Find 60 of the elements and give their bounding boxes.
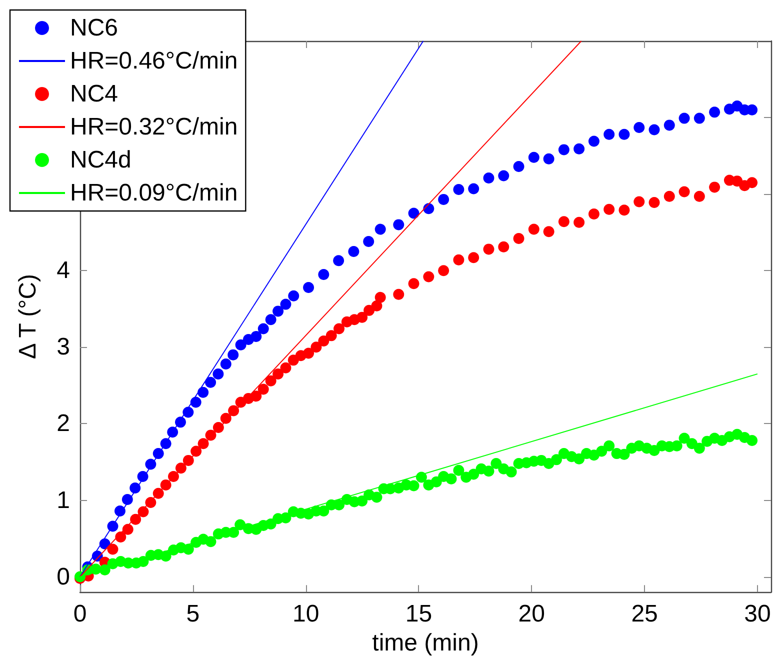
x-tick-label: 10 [292, 600, 320, 628]
point [483, 172, 494, 184]
x-tick-label: 20 [518, 600, 545, 628]
legend-label: NC6 [70, 14, 118, 42]
x-tick-label: 25 [631, 600, 658, 628]
point [122, 494, 133, 505]
point [664, 120, 675, 131]
point [543, 153, 554, 164]
point [634, 122, 645, 133]
point [303, 282, 314, 293]
point [408, 208, 420, 219]
point [453, 184, 464, 195]
point [588, 136, 600, 147]
y-tick-label: 1 [56, 486, 70, 514]
point [746, 104, 758, 116]
x-tick-label: 30 [744, 600, 771, 628]
x-tick-label: 5 [186, 600, 200, 628]
point [205, 376, 216, 388]
legend-label: HR=0.09°C/min [70, 180, 238, 206]
x-axis-title: time (min) [372, 630, 479, 656]
point [709, 106, 720, 118]
point [318, 268, 330, 280]
point [333, 255, 344, 266]
point [574, 143, 585, 154]
point [258, 323, 269, 334]
y-tick-label: 4 [56, 257, 70, 284]
point [604, 128, 615, 140]
point [198, 386, 209, 398]
point [438, 194, 450, 205]
point [558, 144, 570, 156]
point [694, 112, 705, 124]
legend-label: NC4d [70, 146, 132, 174]
point [513, 161, 524, 172]
point [235, 339, 246, 350]
point [348, 246, 360, 257]
point [498, 170, 510, 182]
point [272, 306, 284, 317]
point [528, 152, 540, 163]
point [250, 330, 262, 342]
point [220, 358, 232, 370]
legend-label: NC4 [70, 80, 118, 108]
legend-label: HR=0.46°C/min [70, 48, 238, 74]
y-tick-label: 2 [56, 410, 70, 438]
point [678, 112, 690, 124]
point [265, 314, 276, 326]
point [374, 224, 386, 235]
y-tick-label: 3 [56, 334, 70, 361]
point [648, 124, 660, 136]
point [393, 219, 404, 230]
x-tick-label: 15 [405, 600, 432, 628]
point [228, 349, 239, 360]
point [288, 290, 300, 302]
legend-label: HR=0.32°C/min [70, 114, 238, 140]
point [212, 368, 224, 380]
y-tick-label: 0 [56, 563, 70, 590]
point [468, 183, 480, 194]
point [280, 298, 292, 310]
y-axis-title: Δ T (°C) [14, 274, 42, 360]
point [618, 128, 630, 140]
point [363, 236, 374, 248]
